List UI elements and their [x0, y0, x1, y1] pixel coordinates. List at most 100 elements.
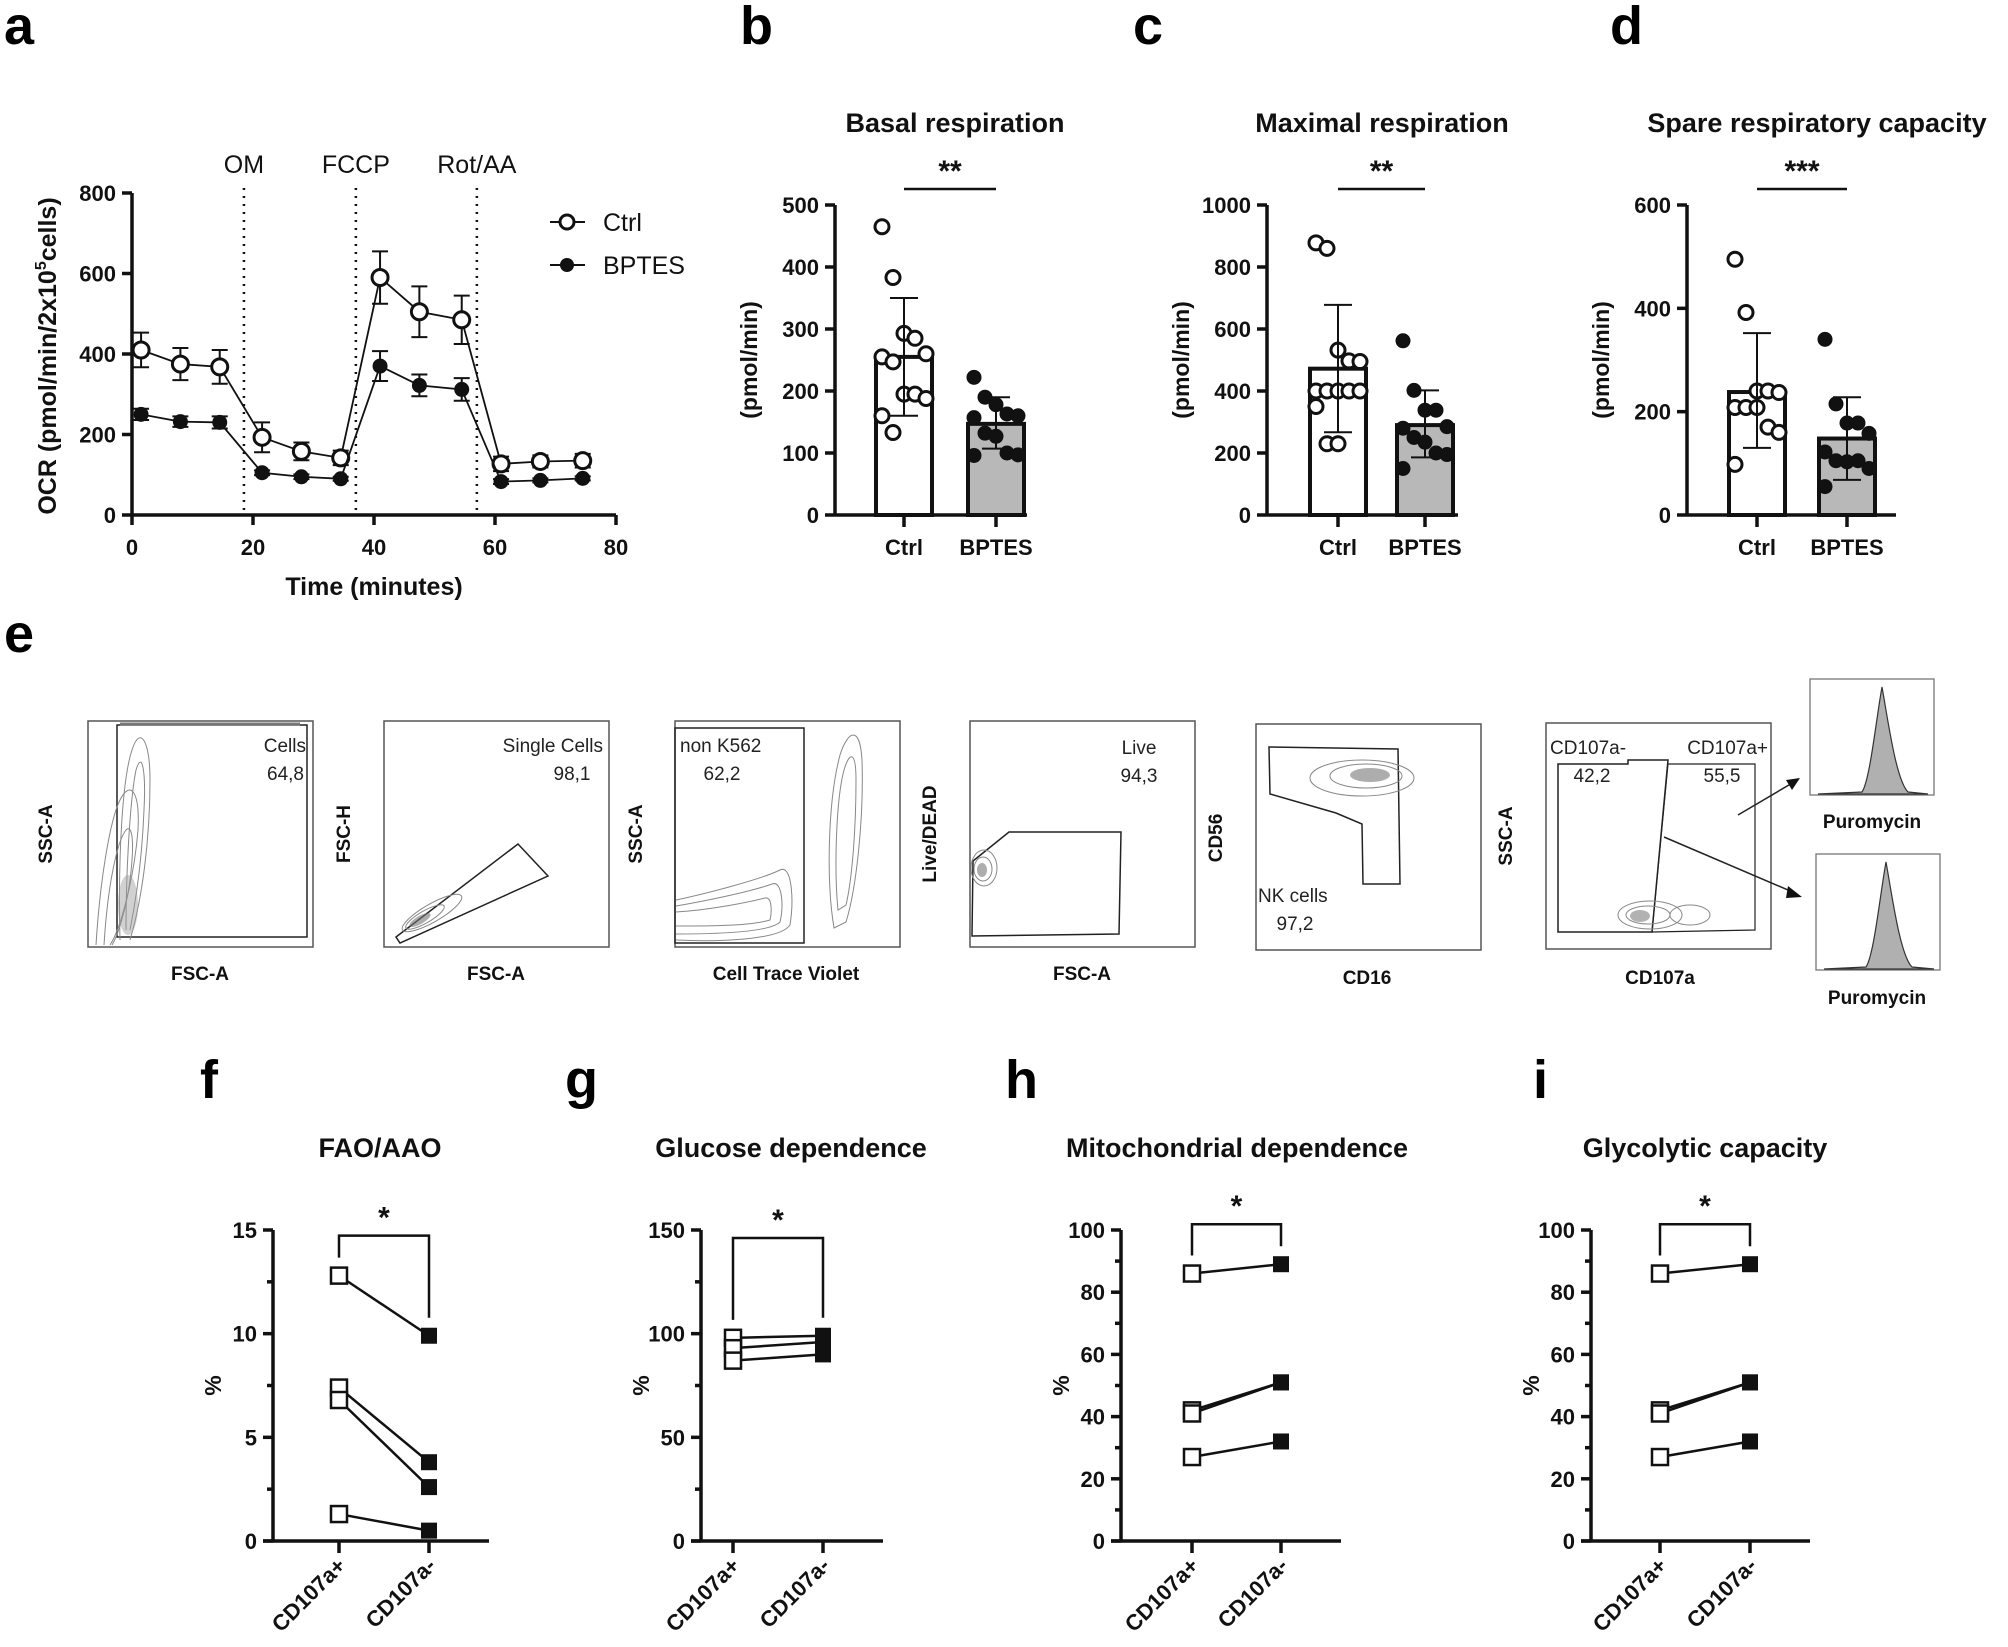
contour	[125, 761, 146, 931]
density-core	[977, 863, 987, 877]
legend: Ctrl BPTES	[550, 209, 685, 280]
x-tick-label: CD107a+	[661, 1553, 745, 1637]
data-point-ctrl	[131, 340, 151, 360]
data-point-ctrl	[1307, 398, 1325, 415]
data-point-ctrl	[530, 451, 550, 471]
data-point-ctrl	[1329, 435, 1347, 453]
y-tick-label: 10	[233, 1322, 257, 1347]
gate-polygon	[1268, 746, 1401, 885]
significance-bracket	[337, 1234, 431, 1318]
gate-name: Single Cells	[503, 736, 603, 757]
x-tick-label: 40	[362, 535, 386, 560]
histogram-puromycin-top: Puromycin	[1809, 678, 1935, 833]
data-point-ctrl	[452, 310, 472, 330]
panel-i-glycolytic-capacity: Glycolytic capacity% 0 20 40 60 80 100 CD107a+ C…	[1518, 1133, 1827, 1637]
x-tick-label: CD107a+	[1120, 1553, 1204, 1637]
x-tick-label: CD107a-	[755, 1553, 835, 1633]
y-tick-label: 50	[661, 1425, 685, 1450]
paired-line	[732, 1353, 824, 1362]
data-point-cd107a-pos	[1182, 1264, 1202, 1283]
data-point-cd107a-pos	[1182, 1404, 1202, 1423]
gate-value: 64,8	[267, 764, 304, 785]
y-axis-label: (pmol/min)	[1168, 301, 1194, 419]
data-point-bptes	[293, 469, 309, 485]
data-point-ctrl	[252, 427, 272, 447]
data-point-cd107a-neg	[421, 1479, 437, 1496]
y-tick-label: 0	[1563, 1529, 1575, 1554]
panel-label-h: h	[1005, 1050, 1038, 1110]
density-core	[118, 875, 138, 935]
data-point-ctrl	[884, 424, 902, 442]
y-axis-label: %	[200, 1375, 226, 1395]
data-point-cd107a-neg	[421, 1522, 437, 1539]
x-tick-label: CD107a-	[361, 1553, 441, 1633]
data-point-bptes	[1010, 447, 1026, 463]
panel-h-mitochondrial-dependence: Mitochondrial dependence% 0 20 40 60 80 100 CD1…	[1048, 1133, 1408, 1637]
data-point-ctrl	[370, 268, 390, 288]
contour	[675, 868, 793, 942]
flow-y-label: Live/DEAD	[920, 785, 941, 882]
y-tick-label: 400	[79, 342, 116, 367]
data-point-bptes	[1395, 333, 1411, 349]
data-point-ctrl	[873, 407, 891, 425]
data-point-ctrl	[1770, 384, 1788, 402]
data-point-bptes	[133, 406, 149, 422]
y-tick-label: 200	[1214, 441, 1251, 466]
x-tick-label: BPTES	[959, 535, 1032, 560]
y-tick-label: 1000	[1202, 193, 1251, 218]
arrow-to-histogram-top	[1737, 781, 1795, 816]
flow-plot-frame	[674, 720, 901, 948]
data-point-bptes	[212, 414, 228, 430]
data-point-ctrl	[1770, 423, 1788, 441]
y-tick-label: 5	[245, 1425, 257, 1450]
data-point-bptes	[1817, 444, 1833, 460]
y-tick-label: 200	[1634, 400, 1671, 425]
data-point-ctrl	[884, 269, 902, 287]
paired-line	[1659, 1440, 1751, 1459]
gate-name: NK cells	[1258, 886, 1328, 907]
data-point-bptes	[1861, 461, 1877, 476]
paired-line	[338, 1399, 430, 1488]
data-point-cd107a-pos	[1650, 1264, 1670, 1283]
data-point-bptes	[1395, 420, 1411, 436]
y-tick-label: 500	[782, 193, 819, 218]
histogram-puromycin-bottom: Puromycin	[1815, 853, 1941, 1009]
chart-title: Maximal respiration	[1255, 108, 1509, 138]
gate-value: 98,1	[554, 764, 591, 785]
data-point-cd107a-pos	[329, 1390, 349, 1410]
data-point-ctrl	[291, 441, 311, 461]
arrowhead-icon	[1786, 778, 1800, 790]
y-tick-label: 40	[1081, 1405, 1105, 1430]
histogram-peak	[1817, 686, 1929, 795]
y-axis-label: (pmol/min)	[736, 301, 762, 419]
data-point-bptes	[1395, 461, 1411, 476]
chart-title: Spare respiratory capacity	[1647, 108, 1986, 138]
flow-y-label: SSC-A	[1496, 806, 1517, 865]
data-point-bptes	[1428, 402, 1444, 418]
paired-line	[1659, 1262, 1751, 1275]
y-tick-label: 100	[648, 1322, 685, 1347]
x-tick-label: 0	[126, 535, 138, 560]
gate-polygon	[971, 831, 1122, 937]
data-point-ctrl	[210, 357, 230, 377]
x-tick-label: 20	[241, 535, 265, 560]
y-tick-label: 40	[1551, 1405, 1575, 1430]
paired-line	[338, 1512, 430, 1532]
y-axis-label: %	[628, 1375, 654, 1395]
data-point-ctrl	[1726, 250, 1744, 268]
flow-plot-live: Live 94,3 FSC-A Live/DEAD	[920, 720, 1196, 985]
panel-e-flow-gating: Cells 64,8 FSC-A SSC-A Single Cells 98,1…	[36, 678, 1941, 1009]
paired-line	[1191, 1440, 1282, 1459]
significance-bracket	[731, 1236, 825, 1320]
gate-value: 62,2	[704, 764, 741, 785]
flow-plot-cd107a: CD107a- 42,2 CD107a+ 55,5 CD107a SSC-A	[1496, 722, 1802, 989]
data-point-ctrl	[1737, 303, 1755, 321]
y-tick-label: 300	[782, 317, 819, 342]
data-point-cd107a-pos	[1650, 1447, 1670, 1467]
gate-polygon	[394, 842, 550, 944]
data-point-bptes	[454, 381, 470, 397]
y-tick-label: 100	[1538, 1218, 1575, 1243]
significance-stars: *	[1699, 1190, 1711, 1223]
data-point-cd107a-neg	[1273, 1256, 1289, 1273]
chart-title: Glucose dependence	[655, 1133, 927, 1163]
